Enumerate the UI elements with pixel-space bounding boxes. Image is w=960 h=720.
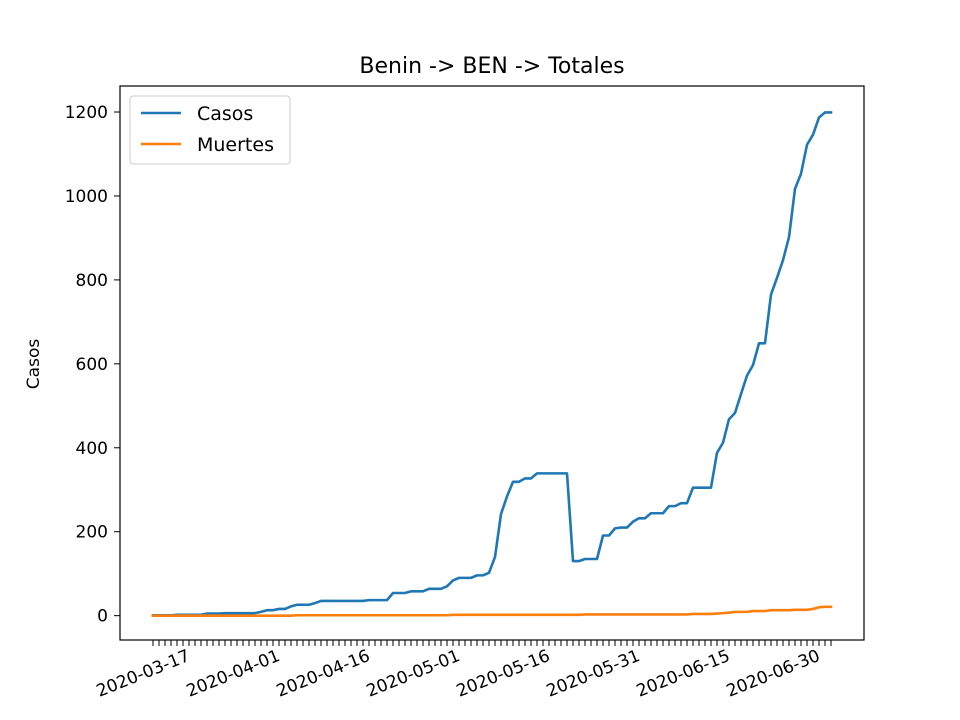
x-tick-label: 2020-05-16 [454,646,553,702]
y-tick-label: 200 [76,523,108,543]
chart-title: Benin -> BEN -> Totales [359,54,624,79]
y-tick-label: 600 [76,355,108,375]
x-tick-label: 2020-04-01 [184,646,283,702]
y-tick-label: 800 [76,271,108,291]
x-tick-label: 2020-04-16 [274,646,373,702]
x-tick-label: 2020-06-30 [724,646,823,702]
y-axis-label: Casos [24,339,44,390]
y-tick-label: 400 [76,439,108,459]
x-axis: 2020-03-172020-04-012020-04-162020-05-01… [94,640,832,702]
x-tick-label: 2020-06-15 [634,646,733,702]
x-tick-label: 2020-03-17 [94,646,193,702]
y-tick-label: 0 [97,607,108,627]
plot-frame [119,85,865,641]
x-tick-label: 2020-05-31 [544,646,643,702]
series-line-muertes [151,605,833,617]
x-tick-label: 2020-05-01 [364,646,463,702]
series-line-casos [151,111,833,617]
legend: Casos Muertes [129,95,291,165]
plot-area [151,111,833,617]
y-axis: 0 200 400 600 800 1000 1200 [65,103,120,627]
legend-label-muertes: Muertes [197,134,274,156]
y-tick-label: 1000 [65,187,108,207]
y-tick-label: 1200 [65,103,108,123]
legend-label-casos: Casos [197,103,253,125]
